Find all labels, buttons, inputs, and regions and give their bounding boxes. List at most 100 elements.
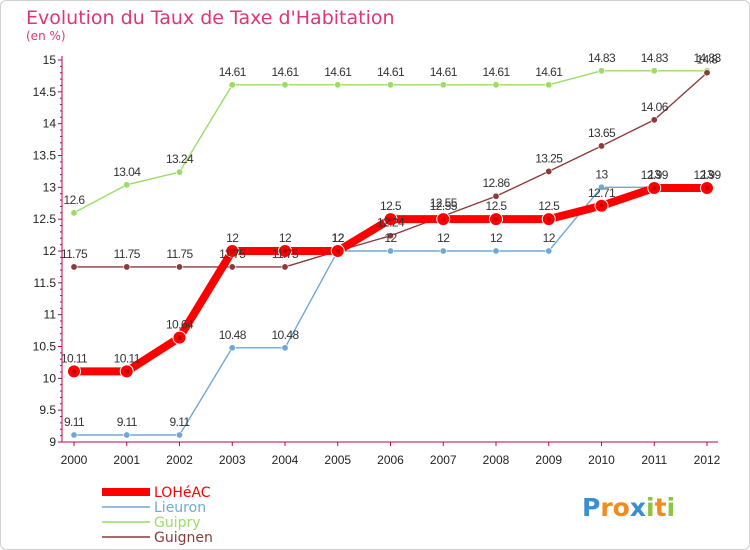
legend-label-guignen: Guignen (154, 530, 213, 546)
data-label-guipry: 14.61 (219, 65, 247, 79)
data-label-guignen: 12.86 (482, 176, 510, 190)
data-point-guipry (281, 81, 289, 89)
data-point-guignen (650, 116, 658, 124)
data-label-guignen: 12.24 (377, 216, 405, 230)
data-label-guignen: 11.75 (61, 247, 88, 261)
data-point-core-lohac (546, 216, 551, 222)
data-label-guignen: 11.75 (219, 247, 246, 261)
legend-label-lieuron: Lieuron (154, 500, 206, 516)
data-point-core-lohac (652, 185, 657, 191)
data-point-core-lohac (124, 369, 129, 374)
chart-title: Evolution du Taux de Taxe d'Habitation (26, 7, 395, 29)
data-point-guignen (228, 263, 236, 271)
data-label-guipry: 14.83 (641, 51, 669, 65)
data-label-guipry: 14.61 (535, 65, 563, 79)
data-point-core-lohac (704, 185, 710, 191)
data-point-guipry (492, 81, 500, 89)
data-point-guipry (597, 67, 605, 75)
y-tick-label: 10 (43, 371, 57, 385)
x-tick-label: 2008 (483, 453, 510, 467)
y-tick-label: 11 (44, 308, 57, 322)
x-tick-label: 2003 (219, 453, 246, 467)
data-point-guipry (70, 209, 78, 217)
data-point-guipry (650, 67, 658, 75)
y-tick-label: 11.5 (34, 276, 57, 290)
data-label-lohac: 10.11 (61, 351, 88, 365)
data-label-lieuron: 13 (701, 167, 714, 181)
data-point-lieuron (597, 183, 605, 191)
data-label-guipry: 14.83 (693, 51, 721, 65)
data-point-guignen (492, 192, 500, 200)
data-point-core-lohac (493, 216, 499, 222)
data-label-lieuron: 9.11 (64, 415, 85, 429)
data-point-guipry (123, 181, 131, 189)
data-point-guignen (70, 263, 78, 271)
x-tick-label: 2005 (324, 453, 351, 467)
data-label-guipry: 14.61 (430, 65, 458, 79)
data-point-lieuron (492, 247, 500, 255)
data-label-guipry: 14.61 (482, 65, 510, 79)
y-tick-label: 15 (43, 53, 57, 67)
data-label-guignen: 11.75 (114, 247, 141, 261)
data-label-guignen: 11.75 (166, 247, 193, 261)
logo-letter: t (655, 493, 667, 522)
data-label-guignen: 12 (332, 231, 345, 245)
chart-subtitle: (en %) (26, 29, 66, 43)
data-label-guignen: 11.75 (272, 247, 299, 261)
axes: 9 9.5 10 10.5 11 11.5 12 12.5 13 13.5 14 14.5 15 2000… (33, 53, 721, 467)
data-point-core-lohac (388, 216, 393, 222)
data-point-guignen (123, 263, 131, 271)
y-tick-label: 9 (49, 435, 56, 449)
data-label-lohac: 12.55 (430, 199, 458, 213)
data-point-lieuron (545, 247, 553, 255)
data-point-core-lohac (230, 248, 235, 254)
data-point-lieuron (386, 247, 394, 255)
data-point-guipry (334, 81, 342, 89)
data-label-lieuron: 12 (490, 231, 503, 245)
data-label-guignen: 13.65 (588, 126, 616, 140)
logo-letter: P (582, 493, 600, 522)
series-layer (67, 67, 714, 439)
x-tick-label: 2012 (694, 453, 721, 467)
data-point-guignen (176, 263, 184, 271)
legend-label-guipry: Guipry (154, 515, 201, 531)
x-tick-label: 2000 (61, 453, 88, 467)
data-point-lieuron (176, 431, 184, 439)
data-point-core-lohac (282, 248, 288, 254)
proxiti-logo: Proxiti (582, 493, 675, 522)
y-tick-label: 14 (43, 117, 57, 131)
data-label-guignen: 14.8 (697, 53, 719, 67)
data-label-guignen: 13.25 (535, 151, 563, 165)
data-label-lieuron: 9.11 (169, 415, 190, 429)
data-point-lieuron (70, 431, 78, 439)
y-tick-label: 12 (43, 244, 57, 258)
data-label-lieuron: 10.48 (219, 328, 247, 342)
data-point-lieuron (439, 247, 447, 255)
data-point-lieuron (123, 431, 131, 439)
data-point-core-lohac (335, 248, 340, 254)
data-point-core-lohac (599, 203, 604, 208)
x-tick-label: 2010 (588, 453, 615, 467)
logo-letter: o (613, 493, 630, 522)
data-label-lohac: 12.5 (486, 199, 508, 213)
data-label-guipry: 13.04 (113, 165, 141, 179)
logo-letter: x (630, 493, 646, 522)
data-label-guipry: 14.61 (377, 65, 405, 79)
data-label-guipry: 13.24 (166, 152, 194, 166)
data-label-lohac: 12 (332, 231, 345, 245)
y-tick-label: 10.5 (33, 340, 57, 354)
data-point-guignen (703, 69, 711, 77)
x-tick-label: 2009 (535, 453, 562, 467)
data-label-lieuron: 12 (332, 231, 345, 245)
data-label-lieuron: 10.48 (271, 328, 299, 342)
y-tick-label: 14.5 (33, 85, 57, 99)
data-label-lohac: 12 (279, 231, 292, 245)
data-label-lohac: 10.64 (166, 318, 194, 332)
data-point-lieuron (281, 344, 289, 352)
data-label-guignen: 14.06 (641, 100, 669, 114)
data-point-lieuron (228, 344, 236, 352)
data-label-lieuron: 13 (595, 167, 608, 181)
x-tick-label: 2007 (430, 453, 457, 467)
data-label-guipry: 14.83 (588, 51, 616, 65)
